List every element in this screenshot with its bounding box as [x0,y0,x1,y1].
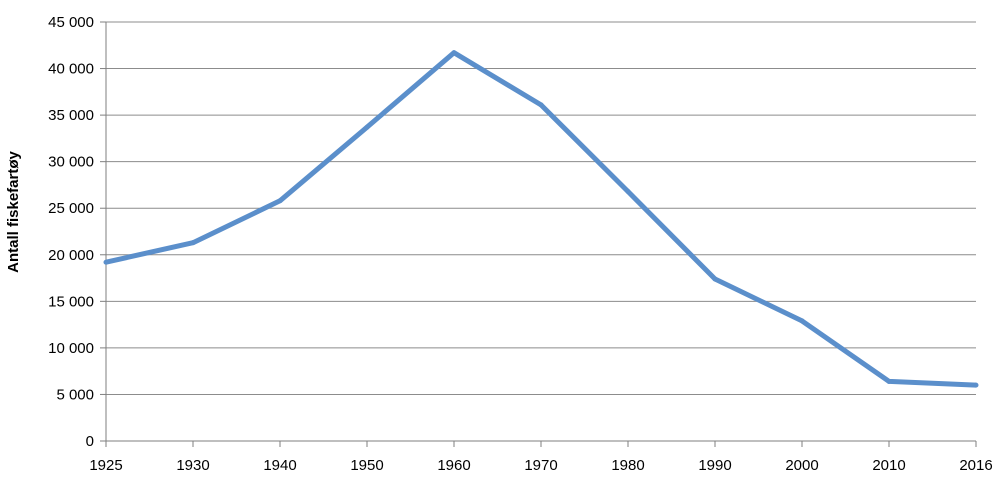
data-point [364,124,370,130]
data-point [277,198,283,204]
y-tick-label: 20 000 [48,247,94,264]
data-point [973,382,979,388]
y-tick-label: 35 000 [48,107,94,124]
x-tick-label: 1950 [350,457,383,474]
x-tick-label: 1940 [263,457,296,474]
axes [100,21,977,447]
y-tick-labels: 0 5 000 10 000 15 000 20 000 25 000 30 000 35 0… [48,14,94,450]
x-tick-label: 2010 [872,457,905,474]
x-tick-label: 1930 [176,457,209,474]
data-point [799,318,805,324]
data-point [538,102,544,108]
x-tick-label: 2016 [959,457,992,474]
data-point [712,276,718,282]
y-tick-label: 10 000 [48,340,94,357]
y-tick-label: 25 000 [48,200,94,217]
data-point [886,378,892,384]
x-tick-label: 2000 [785,457,818,474]
gridlines [106,21,976,395]
x-tick-label: 1960 [437,457,470,474]
x-tick-labels: 1925 1930 1940 1950 1960 1970 1980 1990 2000 2010… [89,457,992,474]
data-point [190,240,196,246]
series-group [103,50,979,388]
y-tick-label: 5 000 [56,386,94,403]
data-point [103,259,109,265]
y-tick-label: 40 000 [48,61,94,78]
y-tick-label: 45 000 [48,14,94,31]
y-tick-label: 30 000 [48,154,94,171]
y-tick-label: 0 [86,433,94,450]
data-point [625,188,631,194]
y-tick-label: 15 000 [48,293,94,310]
x-tick-label: 1990 [698,457,731,474]
x-tick-label: 1970 [524,457,557,474]
x-tick-label: 1925 [89,457,122,474]
x-tick-label: 1980 [611,457,644,474]
y-axis-title: Antall fiskefartøy [5,150,22,272]
data-point [451,50,457,56]
